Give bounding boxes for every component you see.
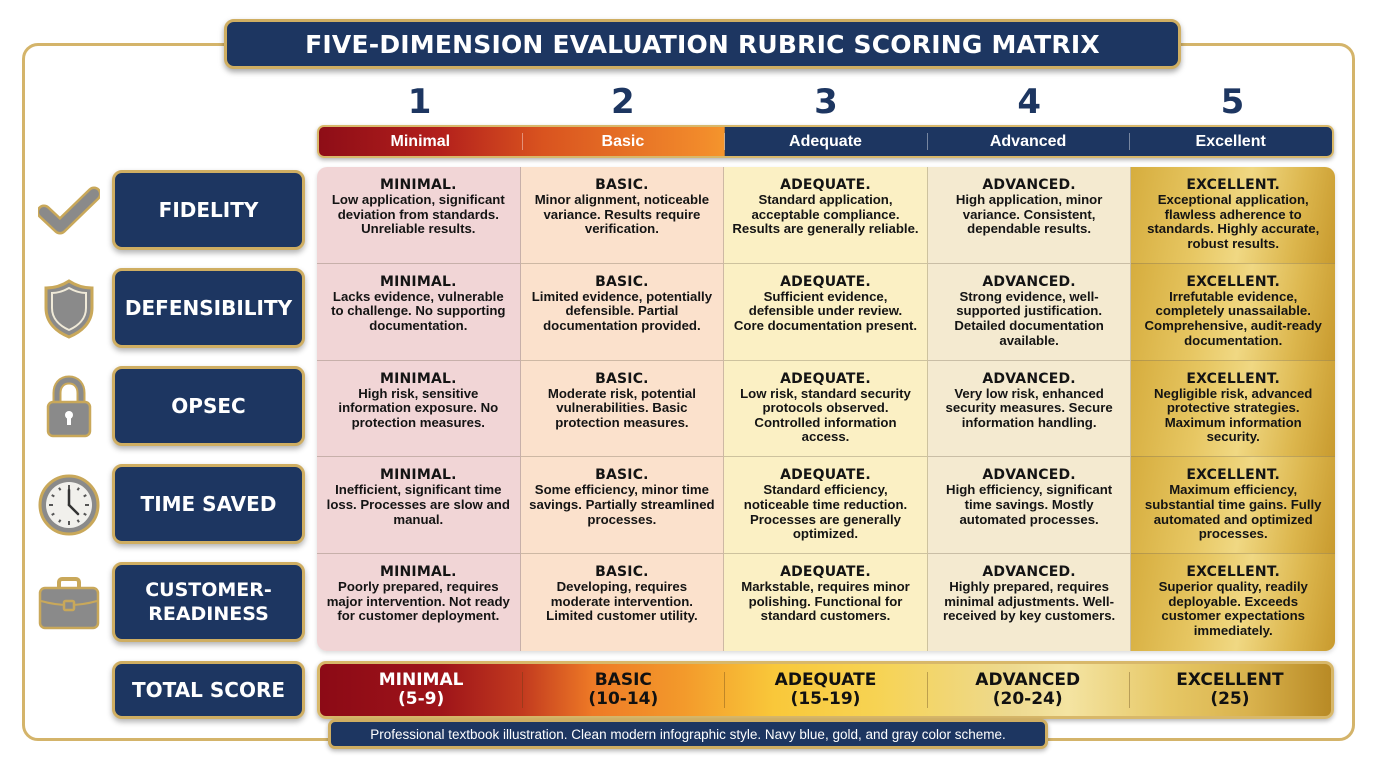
- rubric-cell: BASIC. Minor alignment, noticeable varian…: [520, 167, 725, 264]
- total-score-bar: MINIMAL (5-9) BASIC (10-14) ADEQUATE (15…: [317, 661, 1334, 719]
- rubric-cell: BASIC. Developing, requires moderate inte…: [520, 554, 725, 651]
- total-range-advanced: ADVANCED (20-24): [926, 664, 1129, 716]
- checkmark-icon: [36, 178, 102, 244]
- rubric-cell: MINIMAL. Inefficient, significant time lo…: [317, 457, 521, 555]
- level-header-adequate: Adequate: [724, 127, 927, 156]
- caption-banner: Professional textbook illustration. Clea…: [328, 719, 1048, 749]
- rubric-cell: ADEQUATE. Low risk, standard security pro…: [724, 360, 928, 458]
- rubric-cell: ADEQUATE. Standard efficiency, noticeable…: [724, 457, 928, 555]
- level-header-minimal: Minimal: [390, 132, 451, 150]
- rubric-grid: MINIMAL. Low application, significant dev…: [317, 167, 1335, 651]
- total-score-label: TOTAL SCORE: [112, 661, 305, 719]
- level-header-basic: Basic: [521, 127, 725, 156]
- rubric-cell: BASIC. Moderate risk, potential vulnerabi…: [520, 360, 725, 458]
- total-range-basic: BASIC (10-14): [522, 664, 724, 716]
- rubric-cell: ADVANCED. High application, minor varianc…: [927, 167, 1132, 264]
- level-header-bar: Minimal Basic Adequate Advanced Excellen…: [317, 125, 1334, 158]
- rubric-cell: ADVANCED. Strong evidence, well-supported…: [927, 263, 1132, 361]
- rubric-cell: EXCELLENT. Superior quality, readily depl…: [1131, 554, 1335, 651]
- clock-icon: [36, 472, 102, 538]
- level-header-excellent: Excellent: [1129, 127, 1332, 156]
- shield-icon: [36, 276, 102, 342]
- rubric-cell: EXCELLENT. Irrefutable evidence, complete…: [1131, 263, 1335, 361]
- briefcase-icon: [36, 570, 102, 636]
- rubric-cell: EXCELLENT. Exceptional application, flawl…: [1131, 167, 1335, 264]
- dimension-label-defensibility: DEFENSIBILITY: [112, 268, 305, 348]
- total-range-minimal: MINIMAL (5-9): [378, 670, 464, 709]
- score-number-3: 3: [814, 82, 838, 122]
- rubric-cell: MINIMAL. High risk, sensitive information…: [317, 360, 521, 458]
- dimension-label-time-saved: TIME SAVED: [112, 464, 305, 544]
- rubric-cell: ADEQUATE. Standard application, acceptabl…: [724, 167, 928, 264]
- dimension-label-opsec: OPSEC: [112, 366, 305, 446]
- page-title: FIVE-DIMENSION EVALUATION RUBRIC SCORING…: [224, 19, 1181, 69]
- rubric-cell: ADEQUATE. Sufficient evidence, defensible…: [724, 263, 928, 361]
- rubric-cell: MINIMAL. Poorly prepared, requires major …: [317, 554, 521, 651]
- padlock-icon: [36, 374, 102, 440]
- total-range-adequate: ADEQUATE (15-19): [724, 664, 926, 716]
- rubric-cell: MINIMAL. Low application, significant dev…: [317, 167, 521, 264]
- rubric-cell: BASIC. Limited evidence, potentially defe…: [520, 263, 725, 361]
- rubric-cell: EXCELLENT. Negligible risk, advanced prot…: [1131, 360, 1335, 458]
- rubric-cell: BASIC. Some efficiency, minor time saving…: [520, 457, 725, 555]
- rubric-cell: EXCELLENT. Maximum efficiency, substantia…: [1131, 457, 1335, 555]
- score-number-1: 1: [407, 82, 432, 122]
- rubric-cell: ADVANCED. Very low risk, enhanced securit…: [927, 360, 1132, 458]
- score-number-2: 2: [610, 82, 635, 122]
- dimension-label-customer-readiness: CUSTOMER-READINESS: [112, 562, 305, 642]
- score-number-5: 5: [1220, 82, 1245, 122]
- score-number-4: 4: [1017, 82, 1042, 122]
- rubric-cell: ADVANCED. Highly prepared, requires minim…: [927, 554, 1132, 651]
- rubric-cell: ADVANCED. High efficiency, significant ti…: [927, 457, 1132, 555]
- total-range-excellent: EXCELLENT (25): [1128, 664, 1331, 716]
- score-number-row: 1 2 3 4 5: [318, 80, 1334, 124]
- rubric-cell: ADEQUATE. Markstable, requires minor poli…: [724, 554, 928, 651]
- level-header-advanced: Advanced: [926, 127, 1130, 156]
- rubric-cell: MINIMAL. Lacks evidence, vulnerable to ch…: [317, 263, 521, 361]
- dimension-label-fidelity: FIDELITY: [112, 170, 305, 250]
